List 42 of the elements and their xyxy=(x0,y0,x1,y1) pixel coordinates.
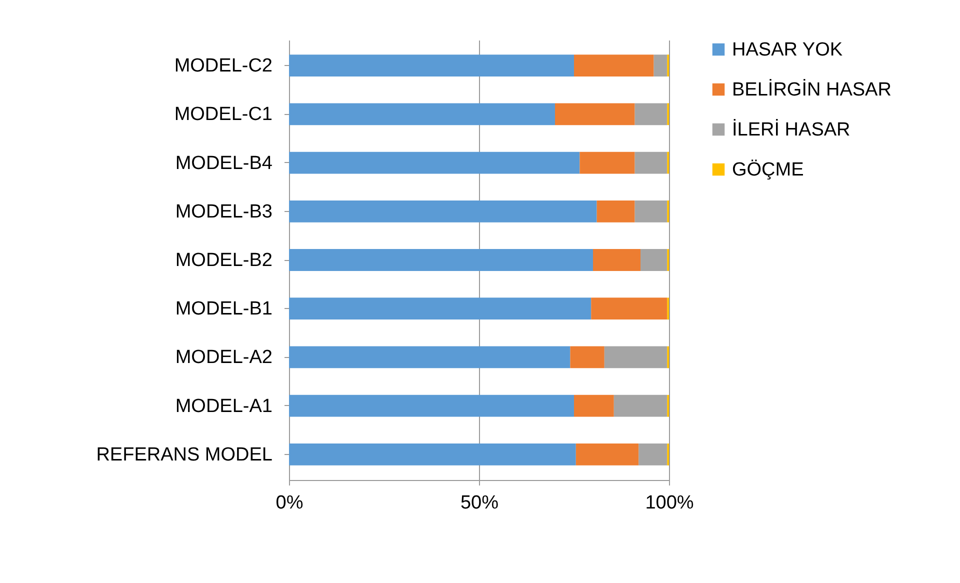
bar xyxy=(640,249,668,271)
bar xyxy=(289,249,593,271)
x-tick-label: 0% xyxy=(276,492,304,514)
legend-label: BELİRGİN HASAR xyxy=(732,78,892,100)
y-tick-label: MODEL-B2 xyxy=(175,250,272,271)
y-tick-label: MODEL-C2 xyxy=(174,56,272,77)
y-tick-label: MODEL-A1 xyxy=(175,396,272,417)
bar xyxy=(596,200,635,222)
bar xyxy=(634,152,668,174)
bar xyxy=(289,346,570,368)
bar xyxy=(591,298,668,320)
bar xyxy=(576,444,639,466)
legend-label: GÖÇME xyxy=(732,160,804,180)
legend-label: HASAR YOK xyxy=(732,40,843,60)
bar xyxy=(570,346,604,368)
bar xyxy=(634,200,668,222)
legend-label: İLERİ HASAR xyxy=(732,118,850,140)
bar xyxy=(555,103,635,126)
y-tick-label: MODEL-B1 xyxy=(175,298,272,320)
bar xyxy=(289,444,576,466)
bar xyxy=(574,394,614,417)
x-tick-label: 100% xyxy=(645,492,694,514)
y-tick-label: REFERANS MODEL xyxy=(96,444,272,466)
bar xyxy=(604,346,668,368)
y-tick-label: MODEL-C1 xyxy=(174,104,272,126)
x-tick-label: 50% xyxy=(460,492,499,514)
bar xyxy=(634,103,668,126)
bar xyxy=(289,298,592,320)
bar xyxy=(289,152,580,174)
bar xyxy=(654,54,668,76)
bar xyxy=(289,103,555,126)
y-tick-label: MODEL-B4 xyxy=(175,152,273,174)
bar xyxy=(289,394,574,417)
bar xyxy=(289,54,574,76)
bar xyxy=(614,394,668,417)
y-tick-label: MODEL-B3 xyxy=(175,201,272,222)
bar xyxy=(580,152,635,174)
bar xyxy=(574,54,654,76)
bar xyxy=(593,249,640,271)
y-tick-label: MODEL-A2 xyxy=(175,347,272,368)
bar xyxy=(289,200,597,222)
bar xyxy=(638,444,668,466)
